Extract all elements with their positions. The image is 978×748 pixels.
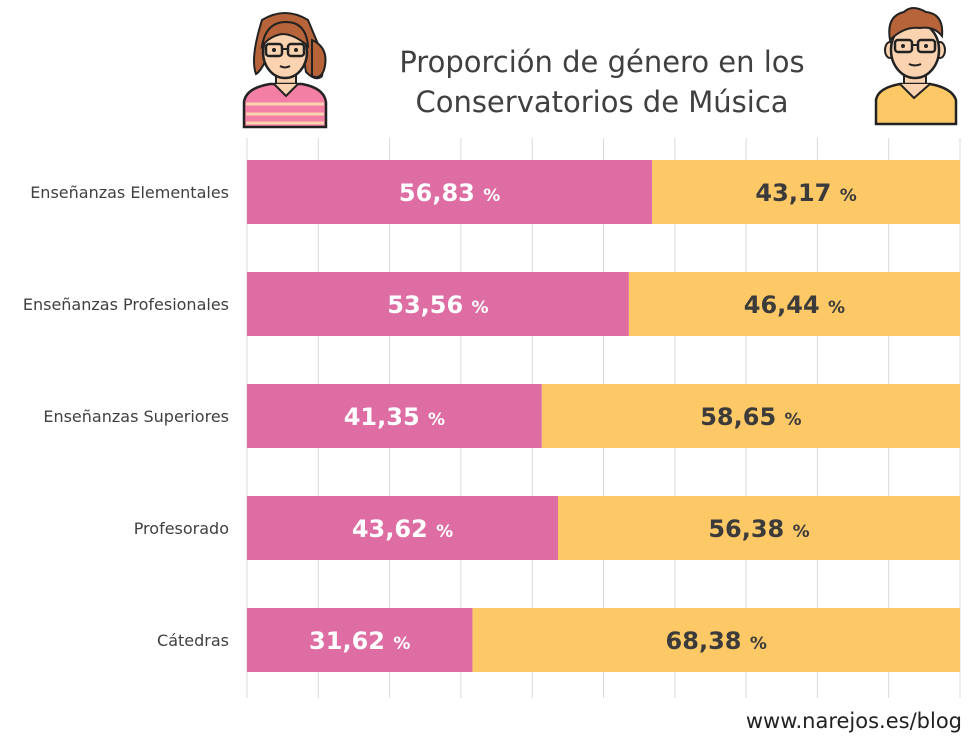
bar-segment-men: [628, 272, 960, 336]
category-label: Enseñanzas Superiores: [43, 407, 229, 426]
bar-segment-men: [472, 608, 960, 672]
data-label-unit: %: [750, 634, 767, 654]
data-label-unit: %: [828, 298, 845, 318]
bars: 56,83 % 43,17 %53,56 % 46,44 %41,35 % 58,65…: [247, 160, 960, 672]
category-label: Cátedras: [157, 631, 229, 650]
category-label: Enseñanzas Elementales: [30, 183, 229, 202]
chart-title-line-2: Conservatorios de Música: [415, 85, 788, 119]
data-label-unit: %: [472, 298, 489, 318]
data-label-unit: %: [483, 186, 500, 206]
category-labels: Enseñanzas Elementales Enseñanzas Profesi…: [23, 183, 229, 650]
bar-segment-men: [541, 384, 960, 448]
bar-segment-men: [558, 496, 960, 560]
data-label: 46,44 %: [744, 291, 845, 319]
chart-title-line-1: Proporción de género en los: [399, 45, 804, 79]
data-label-unit: %: [436, 522, 453, 542]
bar-segment-women: [247, 272, 629, 336]
bar-segment-men: [652, 160, 960, 224]
bar-segment-women: [247, 160, 653, 224]
data-label-unit: %: [785, 410, 802, 430]
category-label: Profesorado: [134, 519, 229, 538]
data-label-unit: %: [393, 634, 410, 654]
data-label-unit: %: [428, 410, 445, 430]
bar-segment-women: [247, 384, 542, 448]
data-label-unit: %: [793, 522, 810, 542]
credit-text: www.narejos.es/blog: [746, 709, 962, 733]
category-label: Enseñanzas Profesionales: [23, 295, 229, 314]
man-avatar-icon: [874, 7, 958, 126]
woman-avatar-icon: [242, 12, 328, 129]
data-label-unit: %: [840, 186, 857, 206]
bar-segment-women: [247, 608, 473, 672]
bar-segment-women: [247, 496, 559, 560]
